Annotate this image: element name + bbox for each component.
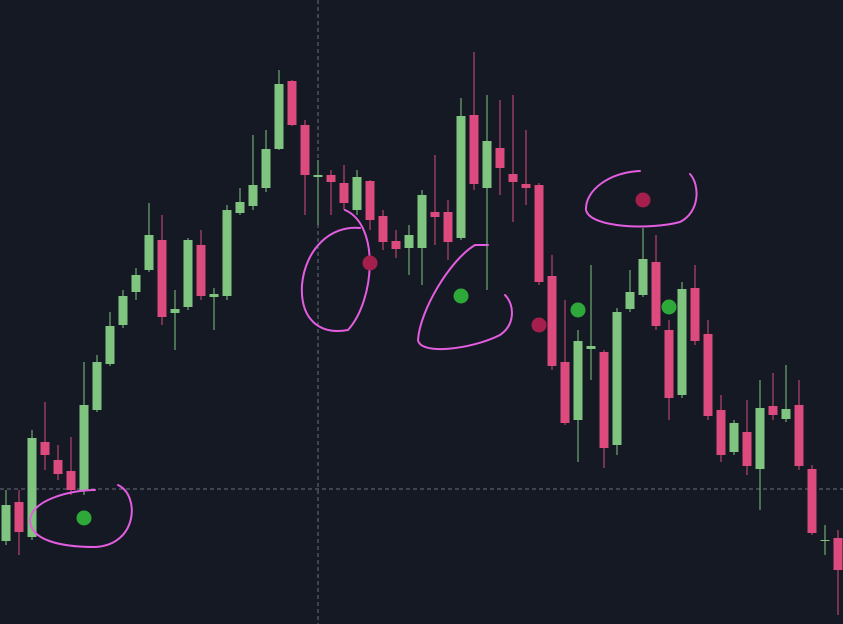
candle-body — [469, 115, 479, 184]
candle-body — [27, 438, 37, 537]
candle-body — [235, 202, 245, 213]
candle-body — [430, 212, 440, 217]
candle-body — [833, 538, 843, 570]
candle-body — [820, 540, 830, 541]
candle-body — [508, 174, 518, 182]
annotation-loop — [300, 209, 371, 332]
annotation-loop — [584, 170, 698, 228]
candle-body — [495, 148, 505, 168]
candle-body — [456, 116, 466, 238]
candle-body — [729, 423, 739, 452]
candle-body — [365, 181, 375, 220]
candle-body — [118, 296, 128, 325]
signal-dot — [661, 299, 677, 315]
candle-body — [638, 259, 648, 295]
annotation-loop — [28, 484, 133, 549]
candle-body — [170, 309, 180, 313]
signal-dot — [570, 302, 586, 318]
candle-body — [547, 276, 557, 366]
signal-dot — [76, 510, 92, 526]
candle-body — [287, 81, 297, 125]
candle-body — [1, 505, 11, 541]
candle-body — [612, 312, 622, 445]
candle-body — [300, 125, 310, 175]
candle-body — [755, 408, 765, 469]
candle-body — [651, 262, 661, 326]
candle-body — [781, 409, 791, 419]
candle-body — [794, 405, 804, 466]
candle-body — [443, 212, 453, 242]
signal-dot — [531, 317, 547, 333]
candle-body — [339, 183, 349, 203]
candle-body — [625, 292, 635, 309]
candle-body — [92, 362, 102, 410]
candle-body — [261, 149, 271, 188]
candle-body — [560, 362, 570, 423]
candle-body — [157, 240, 167, 317]
candle-body — [664, 330, 674, 398]
candle-body — [131, 275, 141, 292]
candle-body — [196, 245, 206, 296]
candle-body — [807, 469, 817, 533]
candle-body — [326, 175, 336, 182]
signal-dot — [635, 192, 651, 208]
candle-body — [274, 84, 284, 149]
candles — [1, 52, 843, 615]
signal-dot — [362, 255, 378, 271]
candle-body — [222, 210, 232, 296]
signal-dot — [453, 288, 469, 304]
candle-body — [209, 294, 219, 297]
candle-body — [14, 502, 24, 532]
candle-body — [105, 326, 115, 364]
candle-body — [404, 235, 414, 248]
candle-body — [690, 288, 700, 341]
candle-body — [417, 195, 427, 248]
candle-body — [742, 432, 752, 466]
candle-body — [378, 216, 388, 242]
candle-body — [40, 442, 50, 455]
annotation-loop — [416, 244, 513, 351]
candle-body — [482, 141, 492, 188]
candle-body — [352, 177, 362, 210]
candle-body — [66, 471, 76, 490]
candle-body — [677, 289, 687, 395]
candle-body — [313, 175, 323, 177]
candle-body — [768, 406, 778, 415]
candle-body — [183, 240, 193, 307]
candle-body — [144, 235, 154, 270]
candle-body — [716, 410, 726, 455]
candle-body — [521, 184, 531, 188]
candle-body — [534, 185, 544, 282]
candle-body — [248, 185, 258, 206]
candle-body — [599, 352, 609, 448]
candle-body — [703, 334, 713, 416]
candle-body — [586, 346, 596, 349]
candle-body — [573, 341, 583, 420]
candle-body — [391, 241, 401, 249]
candle-body — [53, 460, 63, 474]
candle-body — [79, 405, 89, 490]
